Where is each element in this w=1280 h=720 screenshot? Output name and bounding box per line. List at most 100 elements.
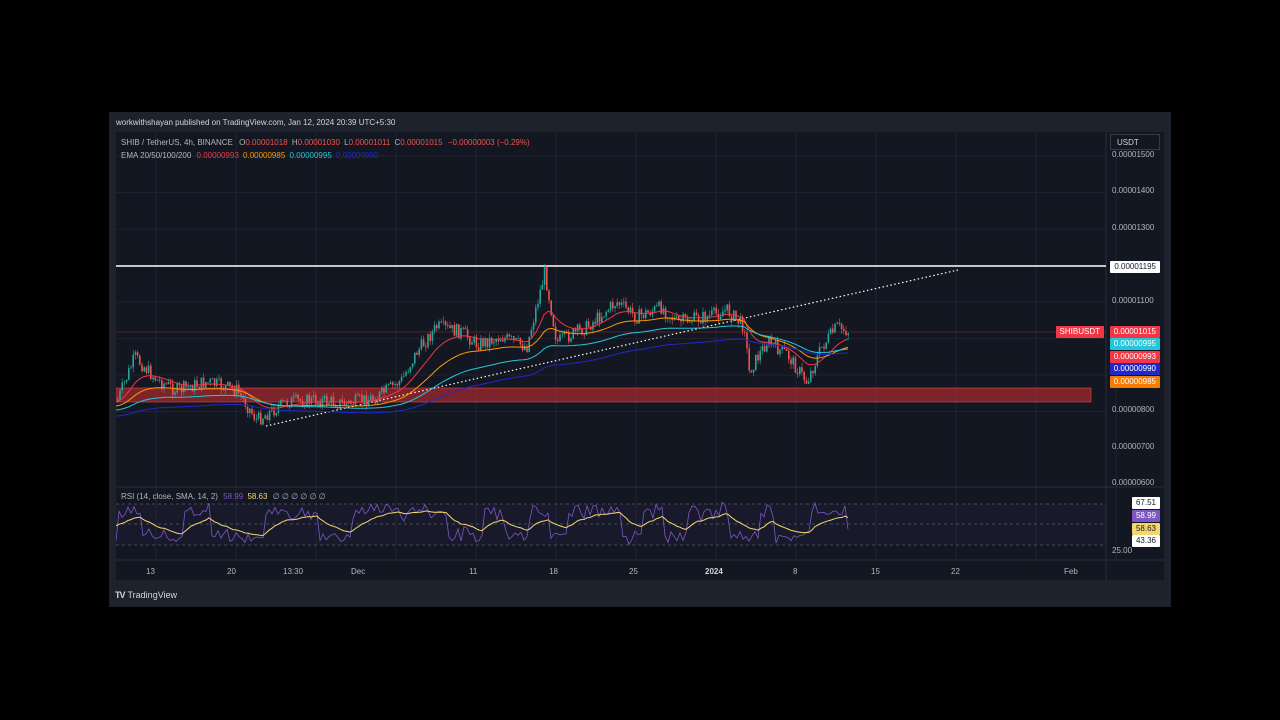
candle-body: [757, 354, 759, 361]
candle-body: [752, 370, 755, 373]
candle-body: [741, 316, 744, 332]
candle-body: [409, 367, 412, 372]
candle-body: [781, 345, 783, 350]
candle-body: [834, 323, 836, 333]
candle-body: [570, 338, 572, 342]
candle-body: [425, 346, 427, 348]
candle-body: [297, 394, 299, 400]
candle-body: [464, 327, 467, 330]
candle-body: [420, 339, 423, 349]
publisher-line: workwithshayan published on TradingView.…: [116, 118, 395, 127]
candle-body: [321, 398, 324, 407]
time-tick: 25: [629, 567, 638, 576]
candle-body: [125, 379, 128, 382]
candle-body: [119, 390, 121, 400]
high-value: 0.00001030: [297, 138, 340, 147]
candle-body: [532, 322, 535, 330]
open-value: 0.00001018: [245, 138, 288, 147]
rsi-sma-value: 58.63: [247, 492, 268, 501]
candle-body: [211, 378, 214, 380]
candle-body: [840, 323, 843, 330]
candle-body: [198, 386, 200, 389]
candle-body: [222, 389, 225, 390]
ema-legend[interactable]: EMA 20/50/100/200 0.00000993 0.00000985 …: [121, 151, 378, 160]
candle-body: [768, 338, 770, 346]
candle-body: [255, 418, 258, 420]
candle-body: [167, 382, 170, 385]
candle-body: [711, 310, 713, 315]
candle-body: [502, 339, 504, 342]
candle-body: [587, 321, 590, 327]
tradingview-logo[interactable]: TV TradingView: [115, 590, 177, 600]
candle-body: [623, 301, 625, 303]
candle-body: [227, 381, 229, 386]
candle-body: [161, 380, 163, 389]
candle-body: [268, 410, 271, 421]
support-zone: [116, 387, 1092, 403]
brand-name: TradingView: [127, 590, 178, 600]
candle-body: [405, 372, 407, 376]
candle-body: [634, 313, 636, 322]
candle-body: [607, 309, 610, 312]
candle-body: [218, 378, 220, 380]
candle-body: [319, 401, 321, 407]
candle-body: [337, 407, 339, 409]
currency-selector[interactable]: USDT: [1110, 134, 1160, 150]
candle-body: [156, 379, 159, 381]
candle-body: [224, 385, 227, 390]
candle-body: [383, 387, 385, 393]
candle-body: [233, 387, 236, 396]
time-tick: 13: [146, 567, 155, 576]
candle-body: [418, 348, 420, 355]
candle-body: [123, 381, 126, 383]
candle-body: [697, 315, 700, 322]
candle-body: [381, 387, 383, 392]
publisher-author[interactable]: workwithshayan: [116, 118, 173, 127]
candle-body: [145, 367, 148, 373]
candle-body: [796, 372, 799, 375]
candle-body: [693, 312, 695, 322]
candle-body: [163, 383, 165, 389]
candle-body: [299, 399, 302, 401]
candle-body: [792, 357, 794, 365]
candle-body: [308, 394, 310, 404]
candle-body: [678, 316, 680, 320]
candle-body: [128, 368, 130, 380]
tradingview-icon: TV: [115, 590, 125, 600]
candle-body: [486, 338, 489, 348]
candle-body: [400, 376, 403, 382]
candle-body: [719, 316, 722, 320]
candle-body: [374, 399, 376, 404]
ema100-line: [116, 325, 849, 411]
candle-body: [158, 379, 161, 381]
chart-canvas[interactable]: [116, 132, 1164, 580]
candle-body: [246, 406, 249, 414]
candle-body: [185, 381, 187, 387]
candle-body: [552, 315, 555, 327]
symbol-legend[interactable]: SHIB / TetherUS, 4h, BINANCE O0.00001018…: [121, 138, 530, 147]
candle-body: [713, 307, 715, 311]
candle-body: [638, 309, 640, 324]
chart-panel[interactable]: SHIB / TetherUS, 4h, BINANCE O0.00001018…: [116, 132, 1164, 580]
candle-body: [341, 399, 343, 402]
candle-body: [548, 290, 550, 301]
candle-body: [194, 380, 196, 392]
ema100-price-label: 0.00000995: [1109, 338, 1160, 350]
candle-body: [728, 304, 731, 317]
candle-body: [803, 371, 805, 381]
candle-body: [695, 312, 698, 316]
candle-body: [275, 412, 277, 416]
candle-body: [387, 384, 390, 385]
rsi-legend[interactable]: RSI (14, close, SMA, 14, 2) 58.99 58.63 …: [121, 492, 326, 501]
candle-body: [229, 381, 231, 386]
time-tick: 11: [469, 567, 478, 576]
candle-body: [748, 348, 750, 371]
candle-body: [191, 385, 194, 392]
candle-body: [398, 381, 401, 386]
candle-body: [675, 316, 678, 318]
candle-body: [433, 325, 436, 332]
candle-body: [810, 371, 812, 382]
candle-body: [189, 385, 192, 387]
candle-body: [480, 338, 482, 351]
candle-body: [169, 382, 172, 384]
